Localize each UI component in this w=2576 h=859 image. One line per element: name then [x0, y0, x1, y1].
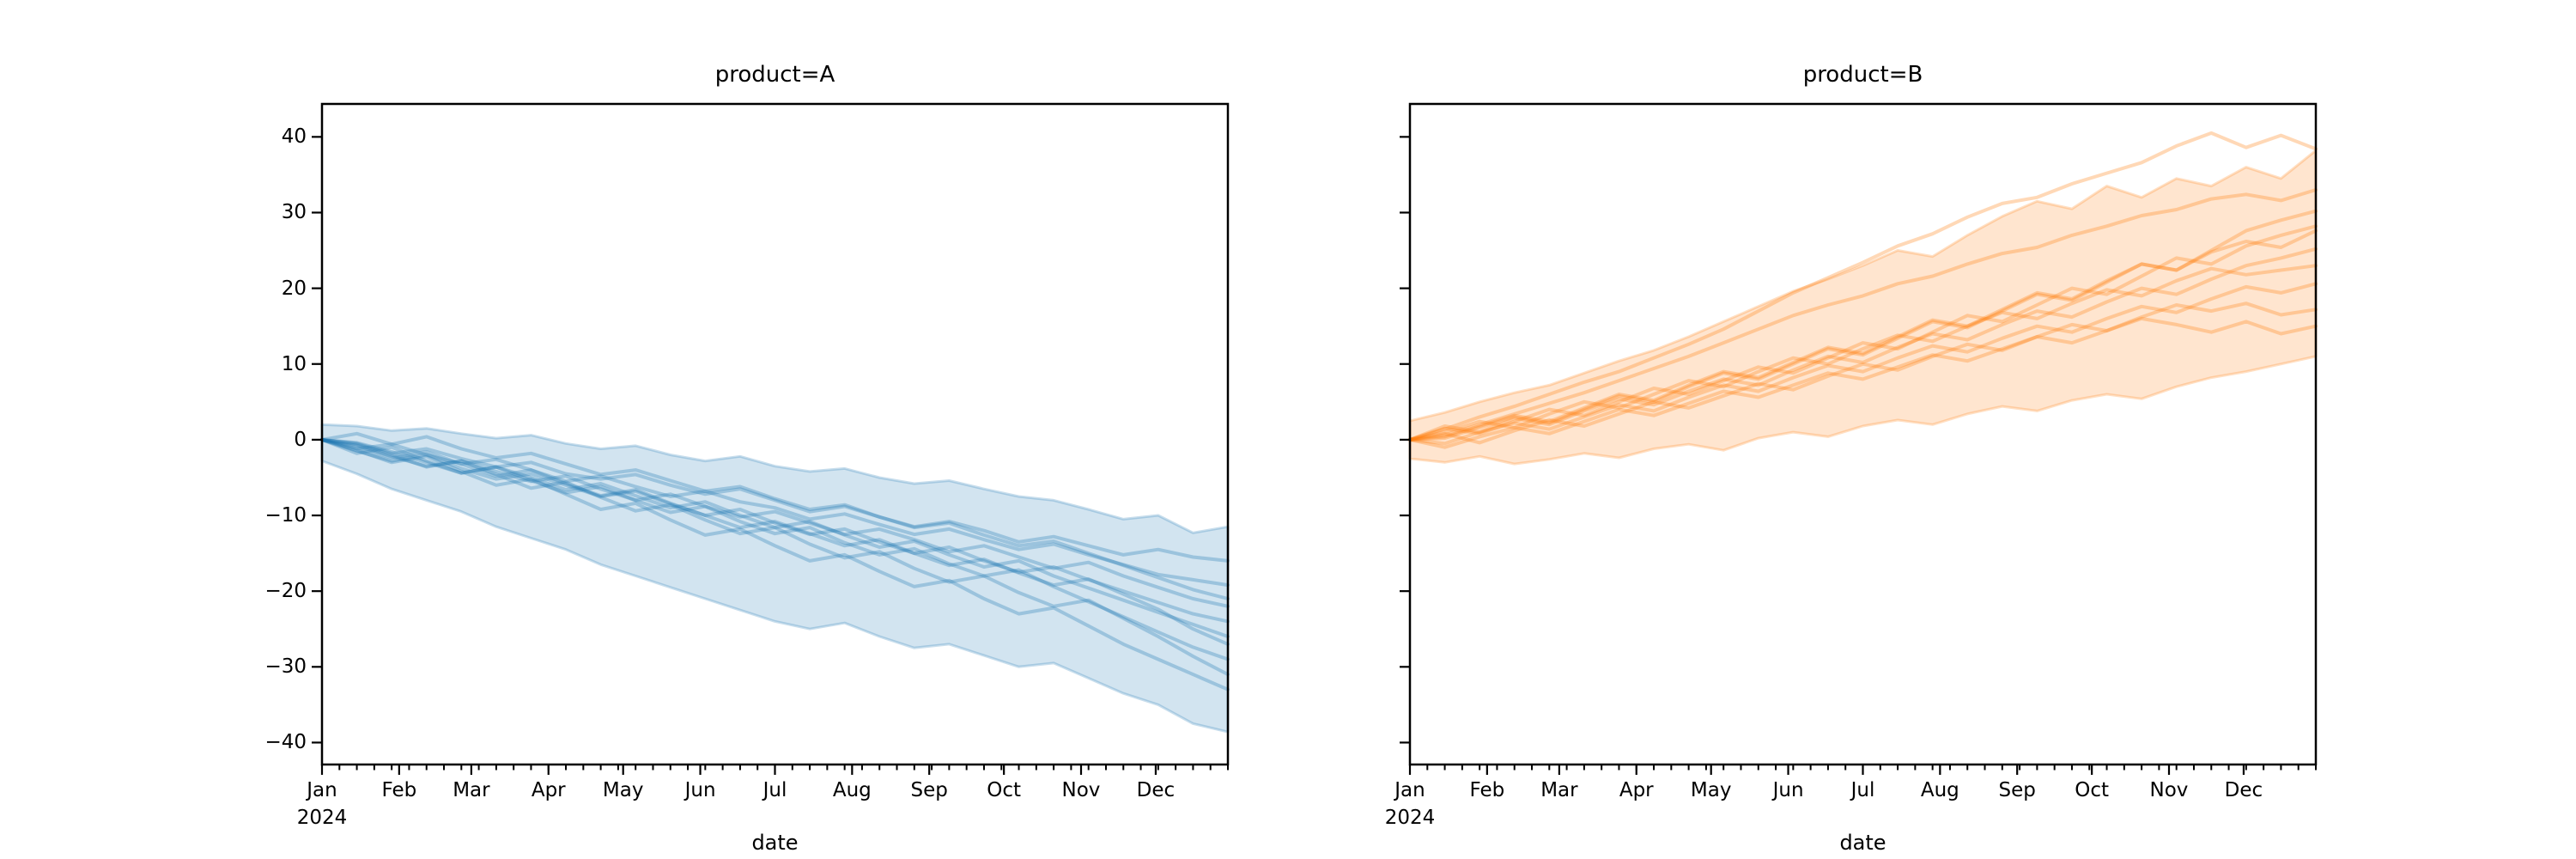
series-line-sim-3 — [320, 437, 1230, 608]
series-line-sim-8 — [320, 437, 1230, 677]
series-line-sim-5 — [1408, 264, 2318, 442]
series-line-sim-3 — [1408, 224, 2318, 442]
facet-b-title: product=B — [1802, 62, 1923, 88]
series-line-sim-4 — [320, 437, 1230, 624]
series-line-sim-6 — [320, 437, 1230, 646]
series-line-sim-1 — [320, 437, 1230, 563]
x-tick-year-label: 2024 — [296, 807, 348, 829]
x-tick-label-oct: Oct — [987, 779, 1022, 801]
x-tick-label-jul: Jul — [762, 779, 787, 801]
series-line-sim-7 — [1408, 302, 2318, 445]
series-line-sim-1 — [1408, 131, 2318, 442]
x-tick-label-jun: Jun — [1772, 779, 1804, 801]
x-tick-label-dec: Dec — [2224, 779, 2263, 801]
facet-a-title: product=A — [714, 62, 835, 88]
y-tick-label: 10 — [281, 352, 307, 375]
x-tick-label-may: May — [1690, 779, 1732, 801]
y-tick-label: −40 — [264, 731, 307, 754]
x-tick-label-feb: Feb — [381, 779, 417, 801]
facet-a-x-axis-label: date — [751, 831, 799, 855]
x-tick-label-may: May — [602, 779, 644, 801]
y-tick-label: 20 — [281, 277, 307, 300]
facet-b-axes — [1400, 102, 2318, 775]
y-tick-label: −10 — [264, 504, 307, 527]
x-tick-label-aug: Aug — [1920, 779, 1959, 801]
x-tick-label-aug: Aug — [832, 779, 872, 801]
x-tick-label-apr: Apr — [1619, 779, 1654, 801]
series-line-sim-10 — [1408, 209, 2318, 442]
x-tick-label-apr: Apr — [531, 779, 566, 801]
series-line-sim-4 — [1408, 228, 2318, 442]
x-tick-label-nov: Nov — [1061, 779, 1101, 801]
series-line-sim-9 — [1408, 247, 2318, 442]
series-line-sim-8 — [1408, 316, 2318, 449]
x-tick-label-mar: Mar — [1540, 779, 1578, 801]
facet-b-x-axis-label: date — [1839, 831, 1886, 855]
series-line-sim-9 — [320, 437, 1230, 691]
x-tick-label-jan: Jan — [1394, 779, 1425, 801]
series-line-sim-5 — [320, 437, 1230, 638]
x-tick-label-jun: Jun — [684, 779, 716, 801]
y-tick-label: 0 — [294, 428, 307, 451]
x-tick-label-sep: Sep — [910, 779, 948, 801]
y-tick-label: −20 — [264, 580, 307, 603]
facet-a-axes — [312, 102, 1230, 775]
x-tick-label-oct: Oct — [2075, 779, 2110, 801]
series-line-sim-7 — [320, 437, 1230, 661]
x-tick-label-sep: Sep — [1998, 779, 2036, 801]
x-tick-label-jan: Jan — [307, 779, 337, 801]
x-tick-label-mar: Mar — [453, 779, 490, 801]
x-tick-label-dec: Dec — [1136, 779, 1176, 801]
x-tick-label-jul: Jul — [1850, 779, 1875, 801]
series-line-sim-6 — [1408, 282, 2318, 446]
x-tick-label-nov: Nov — [2149, 779, 2189, 801]
x-tick-label-feb: Feb — [1469, 779, 1505, 801]
series-line-sim-10 — [320, 431, 1230, 600]
series-line-sim-2 — [1408, 188, 2318, 442]
x-tick-year-label: 2024 — [1384, 807, 1436, 829]
y-tick-label: −30 — [264, 655, 307, 679]
y-tick-label: 40 — [281, 125, 307, 149]
y-tick-label: 30 — [281, 201, 307, 224]
series-line-sim-2 — [320, 437, 1230, 588]
